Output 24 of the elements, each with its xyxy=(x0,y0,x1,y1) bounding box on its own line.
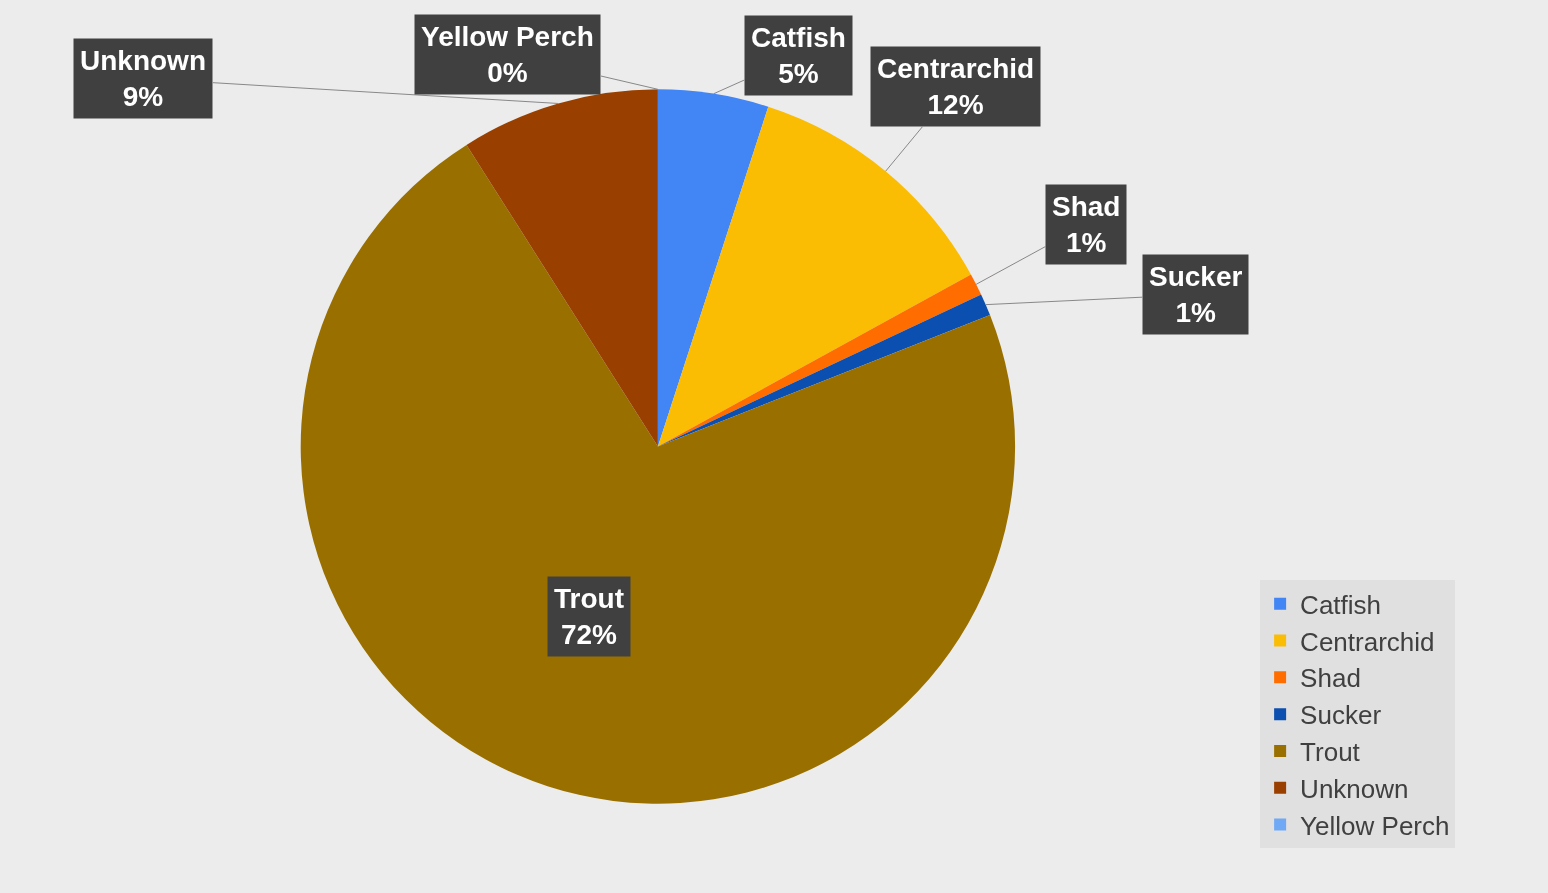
slice-label: Centrarchid xyxy=(877,53,1035,84)
legend-label: Centrarchid xyxy=(1300,626,1435,657)
text: 0% xyxy=(487,57,528,89)
data-label: 1% xyxy=(1066,227,1107,259)
data-label: 9% xyxy=(122,81,164,113)
legend-label: Sucker xyxy=(1300,700,1382,731)
pie-slice xyxy=(466,89,658,447)
slice-label: Shad xyxy=(1052,191,1121,222)
data-label: 72% xyxy=(560,619,618,651)
data-label: 12% xyxy=(927,89,984,121)
slice-label: Catfish xyxy=(751,22,846,53)
legend-label: Catfish xyxy=(1300,589,1382,620)
pie-slice xyxy=(657,89,769,447)
legend-label: Unknown xyxy=(1300,773,1409,804)
category-label: Yellow Perch xyxy=(421,21,594,52)
data-label: 1% xyxy=(1175,297,1217,329)
slice-label: Unknown xyxy=(80,45,206,76)
legend-label: Trout xyxy=(1300,737,1361,768)
pie-slice xyxy=(300,144,1016,804)
slice-label: Sucker xyxy=(1149,261,1243,292)
legend-label: Yellow Perch xyxy=(1300,810,1450,841)
legend-label: Shad xyxy=(1300,663,1361,694)
data-label: 5% xyxy=(778,58,819,90)
slice-label: Trout xyxy=(554,583,624,614)
